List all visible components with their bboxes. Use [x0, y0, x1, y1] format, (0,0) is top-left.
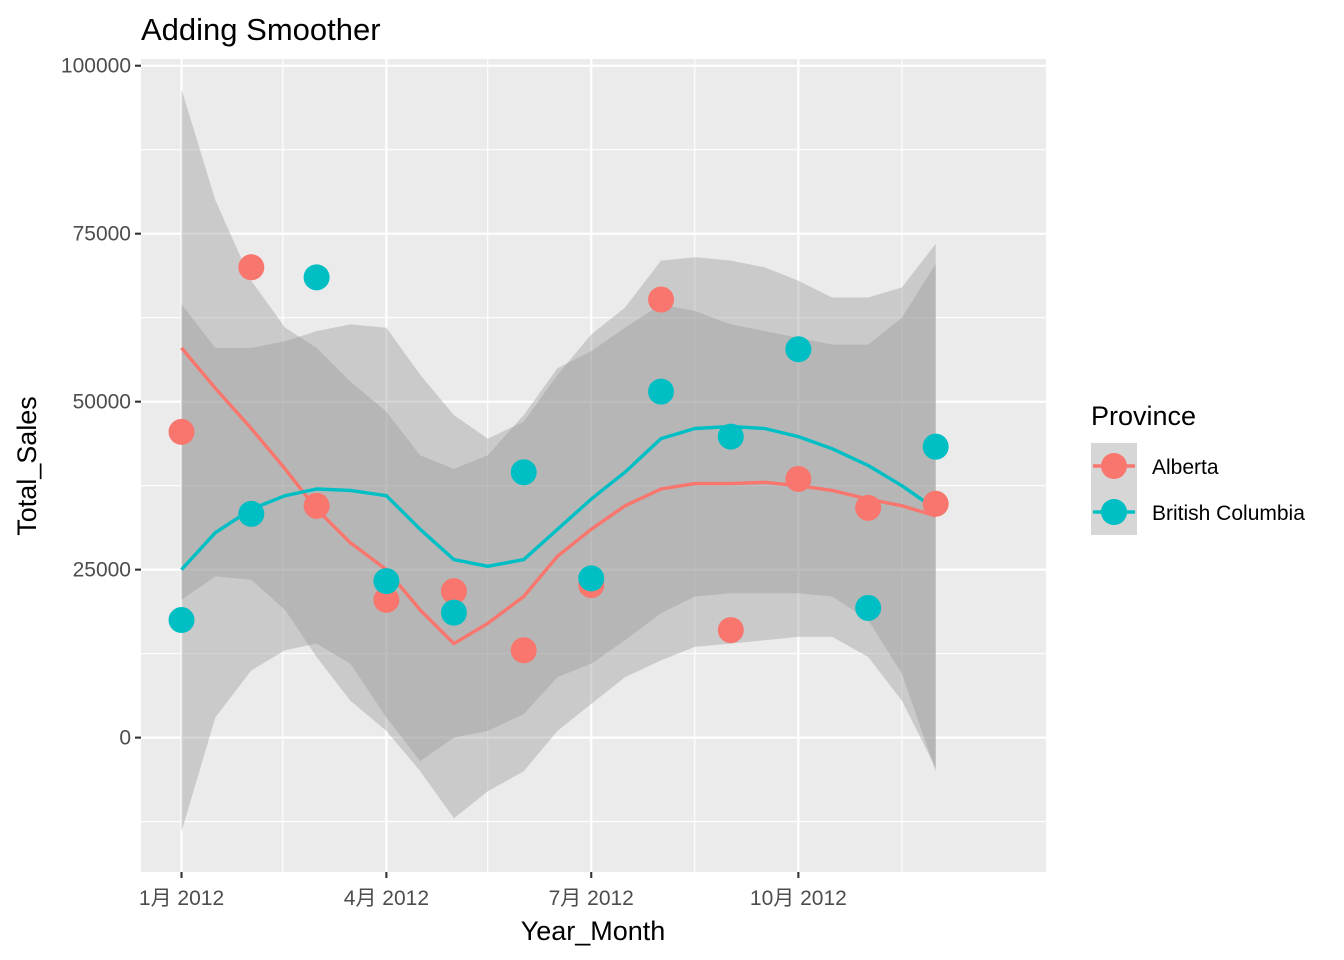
x-tick-label: 7月 2012 — [549, 887, 634, 910]
confidence-band-alberta — [181, 89, 936, 819]
data-point-alberta — [855, 494, 882, 521]
data-point-british-columbia — [238, 500, 265, 527]
smooth-line-alberta — [180, 346, 937, 646]
smooth-line-british-columbia — [180, 424, 937, 571]
data-point-alberta — [717, 617, 744, 644]
x-tick-label: 4月 2012 — [344, 887, 429, 910]
data-point-british-columbia — [303, 264, 330, 291]
data-point-british-columbia — [510, 459, 537, 486]
data-point-british-columbia — [922, 433, 949, 460]
data-point-alberta — [510, 637, 537, 664]
legend-key-point-alberta — [1101, 453, 1127, 479]
data-point-alberta — [648, 286, 675, 313]
data-point-alberta — [238, 254, 265, 281]
y-tick-label: 100000 — [61, 55, 131, 78]
data-point-british-columbia — [578, 565, 605, 592]
x-tick-label: 10月 2012 — [750, 887, 847, 910]
data-point-alberta — [373, 586, 400, 613]
ribbon-layer — [181, 89, 936, 832]
legend-label-alberta: Alberta — [1152, 456, 1219, 479]
data-point-british-columbia — [648, 378, 675, 405]
x-axis-title: Year_Month — [521, 916, 666, 946]
data-point-alberta — [440, 578, 467, 605]
y-tick-label: 25000 — [73, 559, 131, 582]
data-point-british-columbia — [168, 607, 195, 634]
legend-label-british-columbia: British Columbia — [1152, 502, 1305, 525]
y-tick-label: 0 — [119, 727, 131, 750]
data-point-alberta — [168, 418, 195, 445]
data-point-british-columbia — [440, 599, 467, 626]
data-point-british-columbia — [373, 568, 400, 595]
x-tick-label: 1月 2012 — [139, 887, 224, 910]
y-tick-label: 50000 — [73, 391, 131, 414]
y-tick-label: 75000 — [73, 223, 131, 246]
data-point-british-columbia — [785, 336, 812, 363]
data-point-british-columbia — [717, 423, 744, 450]
legend-keys: Alberta British Columbia — [1091, 443, 1305, 535]
axis-layer: 0 25000 50000 75000 100000 1月 2012 4月 2012 7月 2… — [61, 55, 847, 910]
chart-title: Adding Smoother — [141, 12, 381, 47]
data-point-alberta — [922, 490, 949, 517]
point-layer — [168, 254, 949, 664]
legend-key-point-british-columbia — [1101, 499, 1127, 525]
y-axis-title: Total_Sales — [12, 396, 42, 536]
data-point-alberta — [303, 492, 330, 519]
legend: Province Alberta British Columbia — [1091, 401, 1305, 535]
confidence-band-british-columbia — [181, 243, 936, 832]
plot-panel — [141, 59, 1046, 872]
legend-title: Province — [1091, 401, 1196, 431]
data-point-british-columbia — [855, 594, 882, 621]
smooth-line-layer — [180, 346, 937, 646]
data-point-alberta — [785, 465, 812, 492]
